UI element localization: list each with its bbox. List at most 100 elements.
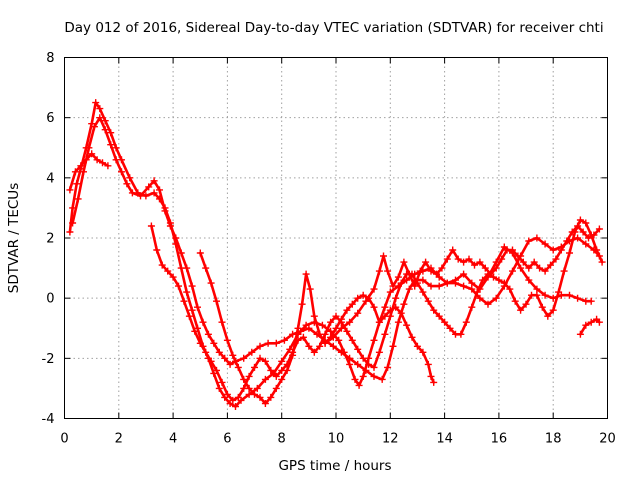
data-point (183, 288, 191, 296)
data-point (196, 249, 204, 257)
data-point (191, 327, 199, 335)
data-layer (66, 99, 606, 410)
data-point (354, 345, 362, 353)
data-point (150, 177, 158, 185)
data-point (354, 309, 362, 317)
data-point (202, 264, 210, 272)
data-point (175, 282, 182, 290)
data-point (232, 403, 239, 410)
data-point (332, 312, 340, 320)
data-point (370, 336, 378, 344)
data-point (123, 180, 131, 188)
data-point (327, 318, 335, 326)
data-point (492, 264, 500, 272)
data-point (481, 264, 489, 272)
data-point (479, 276, 487, 284)
data-point (593, 246, 601, 254)
data-point (137, 192, 144, 200)
data-point (158, 261, 166, 269)
data-point (484, 300, 492, 308)
data-point (413, 342, 421, 350)
data-point (207, 279, 215, 287)
data-point (256, 393, 264, 401)
data-point (213, 366, 220, 374)
data-point (348, 300, 356, 308)
data-point (519, 258, 527, 266)
data-point (251, 363, 258, 371)
data-point (476, 258, 484, 266)
data-point (400, 300, 408, 308)
data-point (430, 378, 438, 386)
data-point (397, 279, 405, 287)
data-point (370, 363, 378, 371)
y-tick-label: 4 (46, 171, 54, 186)
data-point (568, 228, 576, 236)
data-point (215, 384, 223, 392)
data-point (299, 333, 307, 341)
data-point (310, 348, 318, 356)
x-tick-label: 6 (223, 432, 231, 447)
data-point (283, 366, 291, 374)
data-point (80, 168, 87, 176)
series-line (150, 218, 604, 402)
data-point (166, 222, 174, 230)
series-track-7 (576, 315, 603, 338)
y-tick-label: -2 (42, 352, 55, 367)
data-point (460, 258, 468, 266)
data-point (498, 255, 506, 263)
data-point (196, 339, 204, 347)
data-point (185, 312, 193, 320)
x-tick-labels: 0 2 4 6 8 10 12 14 16 18 20 (60, 432, 615, 447)
data-point (221, 354, 229, 362)
data-point (261, 400, 269, 407)
data-point (574, 222, 582, 230)
data-point (405, 285, 413, 293)
data-point (351, 375, 359, 383)
data-point (226, 360, 234, 368)
data-point (392, 294, 400, 302)
data-point (337, 348, 345, 356)
data-point (487, 270, 495, 278)
data-point (555, 288, 563, 296)
data-point (306, 285, 314, 293)
data-point (96, 114, 104, 122)
data-point (118, 168, 125, 176)
data-point (384, 363, 392, 371)
data-point (85, 144, 93, 152)
data-point (419, 276, 427, 284)
data-point (354, 294, 362, 302)
data-point (378, 375, 386, 383)
data-point (267, 393, 275, 401)
data-point (552, 255, 560, 263)
y-axis-label: SDTVAR / TECUs (6, 183, 22, 293)
data-point (433, 270, 440, 278)
data-point (88, 150, 96, 158)
data-point (517, 264, 525, 272)
data-point (223, 390, 231, 398)
data-point (207, 357, 215, 365)
data-point (544, 312, 552, 320)
data-point (380, 252, 387, 260)
data-point (370, 372, 378, 380)
data-point (77, 162, 85, 170)
data-point (365, 360, 373, 368)
chart-title: Day 012 of 2016, Sidereal Day-to-day VTE… (64, 20, 603, 36)
data-point (582, 219, 590, 227)
data-point (93, 156, 101, 164)
data-point (430, 306, 438, 314)
data-point (229, 396, 237, 404)
data-point (169, 273, 177, 281)
data-point (69, 219, 77, 227)
data-point (101, 117, 109, 125)
data-point (229, 351, 237, 359)
data-point (234, 393, 242, 401)
data-point (316, 342, 324, 350)
y-tick-label: -4 (42, 412, 55, 427)
data-point (443, 279, 451, 287)
data-point (541, 240, 549, 248)
data-point (525, 276, 533, 284)
data-point (294, 324, 302, 332)
data-point (335, 336, 343, 344)
data-point (400, 258, 408, 266)
data-point (509, 267, 516, 275)
